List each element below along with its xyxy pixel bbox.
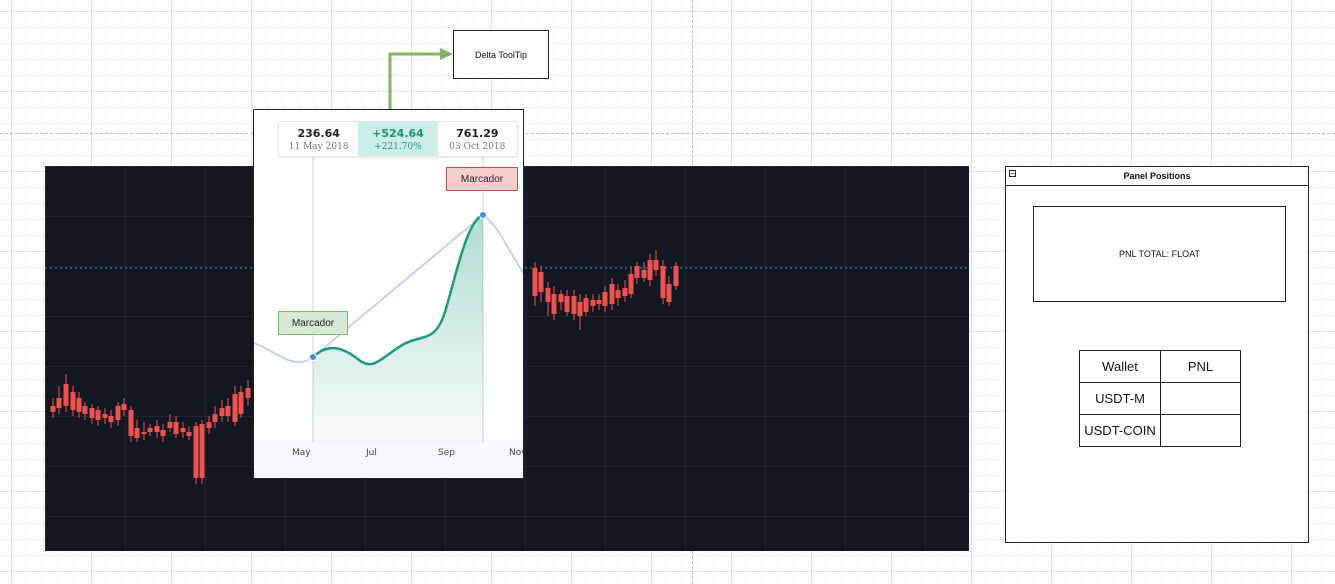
candle-body [609,284,615,304]
candle-body [121,404,127,410]
delta-percent: +221.70% [374,141,422,152]
candle-body [212,414,218,422]
start-point[interactable] [309,353,317,361]
start-value: 236.64 [297,126,340,140]
candle-body [199,424,205,478]
candle-body [180,428,186,432]
table-header-row: Wallet PNL [1079,350,1241,383]
table-header-cell: Wallet [1079,350,1161,383]
candle-body [647,260,653,280]
candle-body [154,426,160,432]
candle-body [634,266,640,278]
table-row: USDT-COIN [1079,414,1241,447]
candle-body [50,406,56,412]
marker-callout-start[interactable]: Marcador [278,311,348,335]
delta-tooltip-box[interactable]: Delta ToolTip [453,30,549,79]
candle-body [660,266,666,298]
start-stat: 236.64 11 May 2018 [279,122,358,156]
candle-body [108,416,114,422]
end-date: 03 Oct 2018 [449,141,506,152]
candle-body [571,296,577,314]
candle-body [95,410,101,420]
candle-body [641,270,647,278]
candle-body [551,294,557,314]
end-point[interactable] [479,211,487,219]
candle-body [173,422,179,434]
delta-stat: +524.64 +221.70% [358,122,438,156]
candle-body [245,388,251,398]
candle-body [232,394,238,422]
horizontal-guide-line [0,133,1335,134]
table-row: USDT-M [1079,382,1241,415]
candle-body [596,300,602,304]
table-cell: USDT-M [1079,382,1161,415]
delta-value: +524.64 [372,126,424,140]
candle-body [225,406,231,416]
pnl-total-box: PNL TOTAL: FLOAT [1033,206,1286,302]
table-cell: USDT-COIN [1079,414,1161,447]
candle-body [673,266,679,286]
candle-body [653,260,659,270]
candle-body [167,422,173,428]
candle-body [160,430,166,436]
candle-body [206,422,212,428]
end-value: 761.29 [456,126,499,140]
x-axis-label: Sep [438,448,455,458]
x-axis-label: May [292,448,311,458]
candle-body [134,428,140,438]
candle-body [583,298,589,312]
price-line-selected [312,213,484,366]
candle-body [141,432,147,434]
candle-body [615,290,621,298]
candle-body [219,408,225,416]
candle-body [128,410,134,436]
delta-tooltip-card: 236.64 11 May 2018 +524.64 +221.70% 761.… [253,109,524,479]
candle-body [82,406,88,414]
x-axis-label: Nov [509,448,523,458]
marker-callout-end[interactable]: Marcador [446,167,518,191]
candle-body [147,428,153,432]
candle-body [538,272,544,292]
table-cell [1160,414,1241,447]
tooltip-line-chart [254,155,523,478]
end-stat: 761.29 03 Oct 2018 [438,122,517,156]
candle-body [193,426,199,478]
candle-body [545,288,551,302]
wallet-pnl-table: Wallet PNL USDT-M USDT-COIN [1079,350,1241,447]
panel-positions: − Panel Positions PNL TOTAL: FLOAT Walle… [1005,166,1309,543]
panel-header: − Panel Positions [1006,167,1308,186]
x-axis-band [254,440,523,478]
candle-body [186,432,192,436]
candle-body [56,398,62,408]
candle-body [590,300,596,306]
candle-body [76,398,82,412]
candle-body [666,284,672,302]
delta-stats-bar: 236.64 11 May 2018 +524.64 +221.70% 761.… [278,121,518,157]
candle-body [70,392,76,410]
candle-body [622,288,628,296]
selected-area-fill [313,215,483,443]
collapse-icon[interactable]: − [1009,169,1016,178]
candle-body [564,296,570,312]
start-date: 11 May 2018 [288,141,349,152]
candle-body [238,392,244,414]
candle-body [602,292,608,306]
table-header-cell: PNL [1160,350,1241,383]
x-axis-label: Jul [366,448,377,458]
candle-body [628,274,634,294]
candle-body [102,414,108,418]
table-cell [1160,382,1241,415]
candle-body [577,302,583,316]
price-line-faded [254,213,523,364]
candle-body [532,268,538,296]
panel-title: Panel Positions [1123,171,1191,181]
candle-body [63,384,69,406]
candle-body [89,408,95,418]
candle-body [558,294,564,302]
candle-body [115,406,121,420]
